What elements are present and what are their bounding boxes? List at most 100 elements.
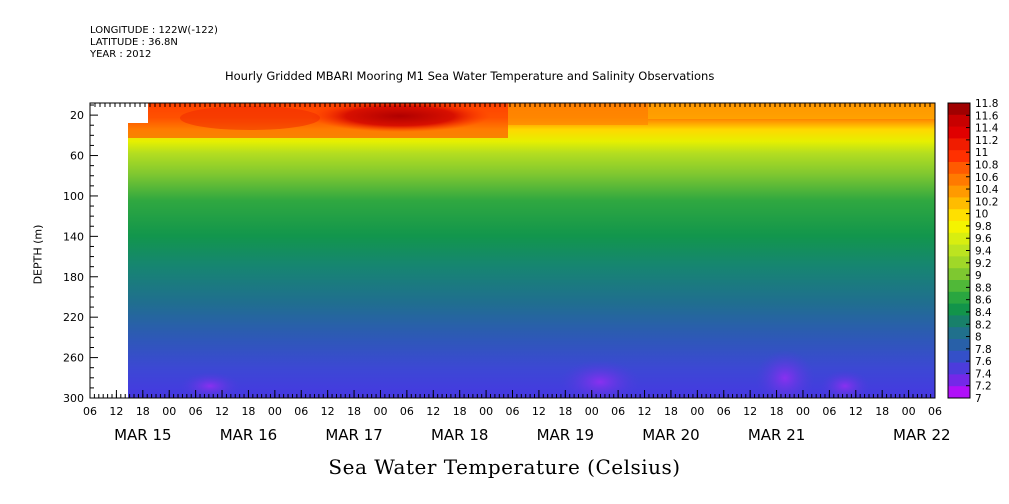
colorbar-cell [948, 339, 970, 352]
colorbar-label: 7.4 [975, 368, 992, 380]
colorbar-cell [948, 126, 970, 139]
colorbar-label: 10 [975, 209, 988, 221]
colorbar-cell [948, 185, 970, 198]
colorbar-label: 8.6 [975, 295, 992, 307]
x-hour-label: 00 [268, 405, 282, 418]
colorbar-label: 8 [975, 332, 982, 344]
colorbar-cell [948, 256, 970, 269]
x-hour-label: 18 [664, 405, 678, 418]
colorbar-cell [948, 386, 970, 399]
colorbar-cell [948, 150, 970, 163]
colorbar-label: 7.6 [975, 356, 992, 368]
x-date-label: MAR 17 [325, 426, 382, 444]
colorbar-label: 10.6 [975, 172, 999, 184]
x-hour-label: 18 [453, 405, 467, 418]
colorbar-cell [948, 197, 970, 210]
x-hour-label: 06 [928, 405, 942, 418]
x-date-label: MAR 21 [748, 426, 805, 444]
x-hour-label: 06 [611, 405, 625, 418]
y-tick-label: 60 [70, 150, 84, 163]
x-hour-label: 18 [347, 405, 361, 418]
x-hour-label: 00 [479, 405, 493, 418]
year-label: YEAR : 2012 [90, 49, 152, 60]
x-date-label: MAR 16 [220, 426, 277, 444]
colorbar-label: 10.2 [975, 196, 998, 208]
x-hour-label: 00 [902, 405, 916, 418]
x-date-label: MAR 20 [642, 426, 699, 444]
x-hour-label: 06 [83, 405, 97, 418]
x-hour-label: 12 [532, 405, 546, 418]
x-hour-label: 00 [162, 405, 176, 418]
colorbar-label: 7.8 [975, 344, 992, 356]
colorbar-label: 9.6 [975, 233, 992, 245]
x-hour-label: 06 [717, 405, 731, 418]
colorbar-cell [948, 350, 970, 364]
colorbar-cell [948, 232, 970, 246]
x-hour-label: 12 [215, 405, 229, 418]
colorbar-label: 10.4 [975, 184, 999, 196]
colorbar-cell [948, 138, 970, 151]
colorbar-cell [948, 280, 970, 293]
x-hour-label: 18 [241, 405, 255, 418]
latitude-label: LATITUDE : 36.8N [90, 37, 178, 48]
x-hour-label: 18 [875, 405, 889, 418]
colorbar-cell [948, 291, 970, 305]
colorbar-label: 8.4 [975, 307, 992, 319]
colorbar-label: 9.2 [975, 258, 992, 270]
y-tick-label: 300 [63, 392, 84, 405]
y-tick-label: 140 [63, 230, 84, 243]
colorbar-label: 8.8 [975, 282, 992, 294]
x-hour-label: 12 [849, 405, 863, 418]
colorbar-cell [948, 327, 970, 340]
x-hour-label: 12 [743, 405, 757, 418]
colorbar-label: 9.8 [975, 221, 992, 233]
colorbar-label: 9 [975, 270, 982, 282]
x-hour-label: 12 [638, 405, 652, 418]
colorbar: 11.811.611.411.21110.810.610.410.2109.89… [947, 98, 999, 405]
colorbar-cell [948, 362, 970, 375]
x-date-label: MAR 18 [431, 426, 488, 444]
x-hour-label: 12 [426, 405, 440, 418]
colorbar-cell [948, 221, 970, 234]
colorbar-label: 11.6 [975, 110, 999, 122]
colorbar-label: 7.2 [975, 381, 992, 393]
chart-title: Hourly Gridded MBARI Mooring M1 Sea Wate… [225, 69, 715, 83]
x-hour-label: 06 [506, 405, 520, 418]
colorbar-label: 8.2 [975, 319, 992, 331]
colorbar-label: 7 [975, 393, 982, 405]
x-hour-label: 06 [189, 405, 203, 418]
x-hour-label: 06 [400, 405, 414, 418]
x-hour-label: 18 [770, 405, 784, 418]
x-date-label: MAR 22 [893, 426, 950, 444]
colorbar-cell [948, 162, 970, 175]
y-tick-label: 260 [63, 352, 84, 365]
colorbar-cell [948, 315, 970, 328]
x-hour-label: 12 [321, 405, 335, 418]
colorbar-cell [948, 244, 970, 257]
x-hour-label: 00 [585, 405, 599, 418]
colorbar-cell [948, 303, 970, 316]
temperature-field [128, 103, 935, 398]
x-hour-label: 06 [822, 405, 836, 418]
y-tick-label: 220 [63, 311, 84, 324]
colorbar-label: 11.4 [975, 123, 999, 135]
y-tick-label: 100 [63, 190, 84, 203]
y-tick-label: 180 [63, 271, 84, 284]
x-hour-label: 12 [109, 405, 123, 418]
x-date-label: MAR 19 [537, 426, 594, 444]
y-tick-label: 20 [70, 109, 84, 122]
colorbar-cell [948, 268, 970, 281]
longitude-label: LONGITUDE : 122W(-122) [90, 25, 218, 36]
colorbar-label: 11.2 [975, 135, 998, 147]
colorbar-cell [948, 103, 970, 116]
colorbar-label: 11.8 [975, 98, 998, 110]
x-hour-label: 00 [373, 405, 387, 418]
x-date-label: MAR 15 [114, 426, 171, 444]
colorbar-label: 11 [975, 147, 988, 159]
y-axis: 20 60 100 140 180 220 260 300 [63, 103, 936, 405]
x-hour-label: 18 [136, 405, 150, 418]
colorbar-label: 9.4 [975, 246, 992, 258]
x-axis-caption: Sea Water Temperature (Celsius) [328, 455, 681, 479]
colorbar-cell [948, 374, 970, 387]
